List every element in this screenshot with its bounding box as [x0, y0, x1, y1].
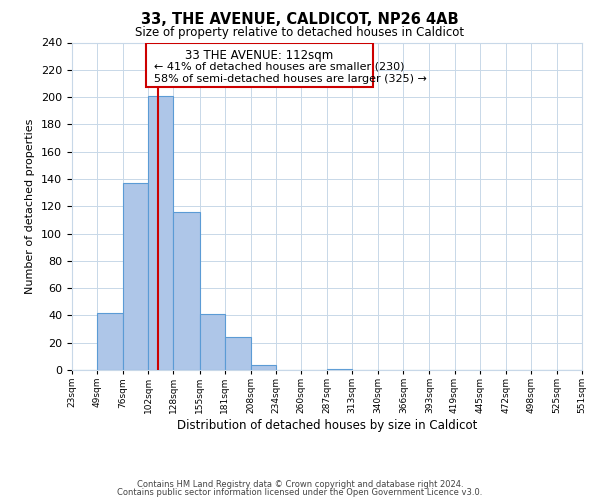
Bar — [327, 368, 352, 370]
X-axis label: Distribution of detached houses by size in Caldicot: Distribution of detached houses by size … — [177, 419, 477, 432]
Bar — [173, 212, 200, 370]
Text: Size of property relative to detached houses in Caldicot: Size of property relative to detached ho… — [136, 26, 464, 39]
Text: ← 41% of detached houses are smaller (230): ← 41% of detached houses are smaller (23… — [154, 62, 404, 72]
Bar — [199, 314, 224, 370]
Text: 33, THE AVENUE, CALDICOT, NP26 4AB: 33, THE AVENUE, CALDICOT, NP26 4AB — [141, 12, 459, 28]
Bar — [123, 183, 148, 370]
Bar — [97, 312, 123, 370]
Text: 33 THE AVENUE: 112sqm: 33 THE AVENUE: 112sqm — [185, 49, 334, 62]
Text: Contains public sector information licensed under the Open Government Licence v3: Contains public sector information licen… — [118, 488, 482, 497]
Text: 58% of semi-detached houses are larger (325) →: 58% of semi-detached houses are larger (… — [154, 74, 427, 84]
FancyBboxPatch shape — [146, 42, 373, 86]
Text: Contains HM Land Registry data © Crown copyright and database right 2024.: Contains HM Land Registry data © Crown c… — [137, 480, 463, 489]
Bar — [224, 337, 251, 370]
Bar — [148, 96, 173, 370]
Y-axis label: Number of detached properties: Number of detached properties — [25, 118, 35, 294]
Bar — [251, 364, 276, 370]
